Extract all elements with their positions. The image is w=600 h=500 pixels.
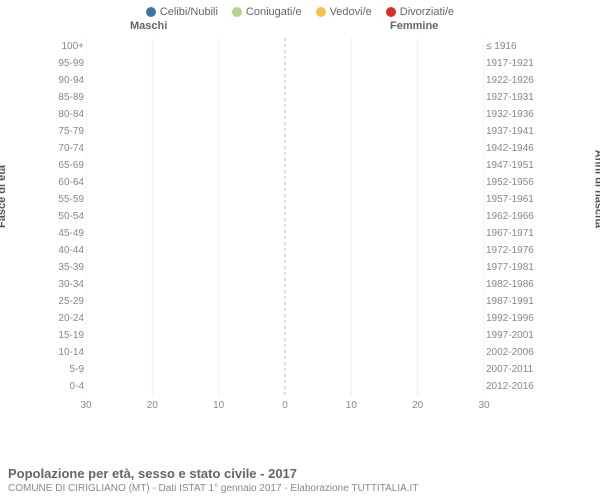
birth-year-label: 1927-1931: [486, 93, 540, 103]
x-tick: 20: [147, 400, 158, 411]
pyramid-row: [86, 294, 484, 311]
chart-area: Fasce di età Anni di nascita 100+95-9990…: [50, 38, 540, 418]
birth-year-label: 1942-1946: [486, 144, 540, 154]
age-axis-labels: 100+ 95-99 90-94 85-89 80-84 75-79 70-74 65-69 6…: [50, 38, 84, 396]
pyramid-row: [86, 106, 484, 123]
legend-label: Divorziati/e: [400, 6, 454, 18]
birth-year-label: 1962-1966: [486, 212, 540, 222]
legend-swatch-widowed: [316, 7, 326, 17]
pyramid-row: [86, 174, 484, 191]
chart-subtitle: COMUNE DI CIRIGLIANO (MT) - Dati ISTAT 1…: [8, 483, 592, 494]
birth-year-label: 1972-1976: [486, 246, 540, 256]
legend-swatch-single: [146, 7, 156, 17]
birth-year-label: 1982-1986: [486, 280, 540, 290]
pyramid-row: [86, 55, 484, 72]
birth-year-label: 1947-1951: [486, 161, 540, 171]
legend-item-single: Celibi/Nubili: [146, 6, 218, 18]
population-pyramid-chart: { "chart": { "type": "population-pyramid…: [0, 0, 600, 500]
age-label: 60-64: [50, 178, 84, 188]
legend-label: Vedovi/e: [330, 6, 372, 18]
age-label: 95-99: [50, 59, 84, 69]
age-label: 15-19: [50, 331, 84, 341]
birth-year-label: 1977-1981: [486, 263, 540, 273]
birth-year-label: 1957-1961: [486, 195, 540, 205]
legend-item-married: Coniugati/e: [232, 6, 302, 18]
age-label: 40-44: [50, 246, 84, 256]
pyramid-row: [86, 38, 484, 55]
y-right-axis-title: Anni di nascita: [592, 150, 600, 228]
legend-swatch-divorced: [386, 7, 396, 17]
legend-label: Coniugati/e: [246, 6, 302, 18]
pyramid-row: [86, 89, 484, 106]
column-headers: Maschi Femmine: [0, 20, 600, 36]
age-label: 55-59: [50, 195, 84, 205]
age-label: 50-54: [50, 212, 84, 222]
x-tick: 10: [213, 400, 224, 411]
legend-label: Celibi/Nubili: [160, 6, 218, 18]
age-label: 85-89: [50, 93, 84, 103]
female-header: Femmine: [390, 20, 438, 32]
age-label: 70-74: [50, 144, 84, 154]
legend: Celibi/Nubili Coniugati/e Vedovi/e Divor…: [0, 0, 600, 20]
pyramid-row: [86, 191, 484, 208]
x-tick: 30: [478, 400, 489, 411]
age-label: 65-69: [50, 161, 84, 171]
birth-year-label: 1967-1971: [486, 229, 540, 239]
age-label: 30-34: [50, 280, 84, 290]
birth-year-label: 1922-1926: [486, 76, 540, 86]
x-tick: 0: [282, 400, 288, 411]
x-tick: 20: [412, 400, 423, 411]
pyramid-row: [86, 260, 484, 277]
footer: Popolazione per età, sesso e stato civil…: [8, 466, 592, 494]
birth-year-label: 1997-2001: [486, 331, 540, 341]
pyramid-row: [86, 328, 484, 345]
pyramid-row: [86, 362, 484, 379]
pyramid-row: [86, 123, 484, 140]
male-header: Maschi: [130, 20, 167, 32]
legend-item-divorced: Divorziati/e: [386, 6, 454, 18]
pyramid-row: [86, 379, 484, 396]
birth-year-label: 2002-2006: [486, 348, 540, 358]
birth-year-label: 1932-1936: [486, 110, 540, 120]
birth-year-label: 1992-1996: [486, 314, 540, 324]
age-label: 75-79: [50, 127, 84, 137]
pyramid-row: [86, 157, 484, 174]
age-label: 10-14: [50, 348, 84, 358]
plot-area: [86, 38, 484, 396]
age-label: 45-49: [50, 229, 84, 239]
x-axis-labels: 3020100102030: [86, 398, 484, 418]
pyramid-row: [86, 311, 484, 328]
birth-year-label: 1917-1921: [486, 59, 540, 69]
x-tick: 30: [80, 400, 91, 411]
birth-year-label: 2007-2011: [486, 365, 540, 375]
birth-axis-labels: ≤ 1916 1917-1921 1922-1926 1927-1931 1932-19…: [486, 38, 540, 396]
age-label: 90-94: [50, 76, 84, 86]
birth-year-label: 1952-1956: [486, 178, 540, 188]
age-label: 80-84: [50, 110, 84, 120]
pyramid-row: [86, 72, 484, 89]
x-tick: 10: [346, 400, 357, 411]
bars-container: [86, 38, 484, 396]
birth-year-label: 1987-1991: [486, 297, 540, 307]
age-label: 35-39: [50, 263, 84, 273]
age-label: 0-4: [50, 382, 84, 392]
pyramid-row: [86, 140, 484, 157]
pyramid-row: [86, 226, 484, 243]
chart-title: Popolazione per età, sesso e stato civil…: [8, 466, 592, 481]
birth-year-label: ≤ 1916: [486, 42, 540, 52]
y-left-axis-title: Fasce di età: [0, 165, 8, 228]
age-label: 5-9: [50, 365, 84, 375]
pyramid-row: [86, 243, 484, 260]
pyramid-row: [86, 277, 484, 294]
age-label: 25-29: [50, 297, 84, 307]
birth-year-label: 2012-2016: [486, 382, 540, 392]
age-label: 100+: [50, 42, 84, 52]
age-label: 20-24: [50, 314, 84, 324]
pyramid-row: [86, 208, 484, 225]
pyramid-row: [86, 345, 484, 362]
birth-year-label: 1937-1941: [486, 127, 540, 137]
legend-item-widowed: Vedovi/e: [316, 6, 372, 18]
legend-swatch-married: [232, 7, 242, 17]
